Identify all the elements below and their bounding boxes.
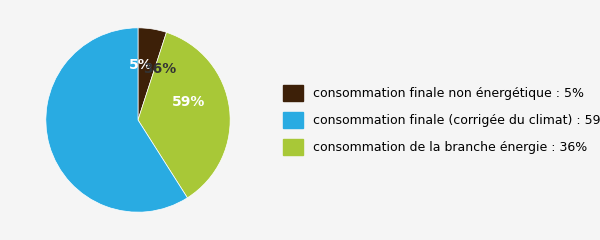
Wedge shape — [138, 28, 166, 120]
Text: 5%: 5% — [128, 58, 152, 72]
Text: 59%: 59% — [172, 95, 205, 109]
Wedge shape — [46, 28, 187, 212]
Legend: consommation finale non énergétique : 5%, consommation finale (corrigée du clima: consommation finale non énergétique : 5%… — [277, 78, 600, 162]
Wedge shape — [138, 32, 230, 198]
Text: 36%: 36% — [143, 62, 176, 76]
